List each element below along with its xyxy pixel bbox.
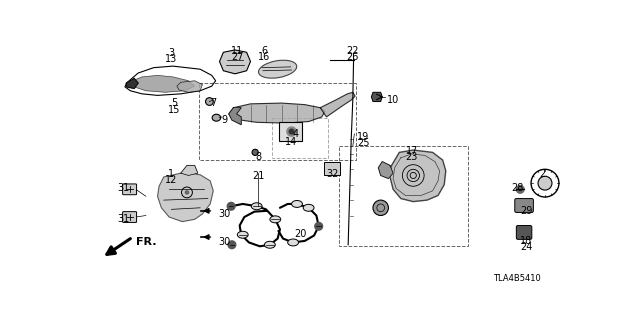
Text: FR.: FR. [136, 237, 156, 247]
Text: 17: 17 [406, 146, 418, 156]
Circle shape [516, 186, 524, 193]
Text: 27: 27 [231, 52, 244, 62]
Text: 5: 5 [172, 99, 178, 108]
Bar [272, 118, 328, 158]
Text: 29: 29 [520, 206, 532, 216]
Polygon shape [229, 103, 325, 123]
Polygon shape [320, 92, 355, 117]
Ellipse shape [252, 149, 259, 156]
Text: 12: 12 [165, 175, 178, 186]
Polygon shape [177, 81, 202, 92]
Circle shape [289, 129, 294, 134]
Text: 28: 28 [512, 183, 524, 193]
Circle shape [287, 127, 296, 136]
Text: 26: 26 [347, 52, 359, 62]
Ellipse shape [252, 203, 262, 210]
Text: 21: 21 [252, 171, 264, 181]
Text: 14: 14 [285, 137, 297, 147]
Text: 15: 15 [168, 105, 180, 115]
Text: 31: 31 [117, 214, 129, 224]
Text: 8: 8 [255, 152, 261, 162]
Polygon shape [220, 50, 250, 74]
Polygon shape [132, 75, 195, 92]
Bar [339, 146, 467, 246]
Polygon shape [229, 108, 241, 124]
Polygon shape [127, 78, 138, 88]
Bar [199, 83, 356, 160]
Circle shape [373, 200, 388, 215]
Text: 13: 13 [165, 54, 177, 64]
Text: 20: 20 [294, 229, 307, 239]
Text: 1: 1 [168, 169, 175, 179]
Text: 7: 7 [210, 99, 216, 108]
Ellipse shape [212, 114, 221, 121]
Text: 23: 23 [406, 152, 418, 162]
Text: 3: 3 [168, 48, 175, 58]
Text: 30: 30 [218, 209, 230, 219]
Circle shape [184, 190, 189, 195]
Circle shape [538, 176, 552, 190]
Polygon shape [371, 92, 382, 101]
Text: 18: 18 [520, 236, 532, 245]
Text: 31: 31 [117, 183, 129, 193]
Text: 32: 32 [326, 169, 339, 179]
Polygon shape [180, 165, 198, 175]
FancyBboxPatch shape [516, 226, 532, 239]
Text: 16: 16 [259, 52, 271, 62]
Text: 6: 6 [261, 46, 268, 56]
FancyBboxPatch shape [324, 162, 340, 175]
FancyBboxPatch shape [123, 212, 136, 222]
Text: 4: 4 [292, 129, 298, 139]
Text: 19: 19 [358, 132, 370, 142]
Text: 11: 11 [231, 46, 243, 56]
Ellipse shape [259, 60, 297, 78]
Ellipse shape [303, 204, 314, 211]
Text: TLA4B5410: TLA4B5410 [493, 274, 541, 283]
Text: 22: 22 [346, 46, 359, 56]
Text: 24: 24 [520, 242, 532, 252]
FancyBboxPatch shape [515, 198, 533, 212]
Ellipse shape [205, 98, 213, 105]
Ellipse shape [237, 231, 248, 238]
Text: 9: 9 [221, 116, 227, 125]
Polygon shape [157, 173, 213, 222]
Polygon shape [390, 150, 446, 202]
Ellipse shape [292, 201, 303, 207]
Circle shape [227, 203, 235, 210]
Polygon shape [378, 162, 393, 179]
Text: 30: 30 [218, 237, 230, 247]
Ellipse shape [270, 216, 281, 223]
FancyBboxPatch shape [279, 122, 303, 141]
Text: 25: 25 [358, 139, 370, 148]
Text: 10: 10 [387, 95, 399, 105]
Ellipse shape [264, 241, 275, 248]
Circle shape [315, 222, 323, 230]
Circle shape [228, 241, 236, 249]
Text: 2: 2 [539, 169, 545, 179]
FancyBboxPatch shape [123, 184, 136, 195]
Ellipse shape [288, 239, 298, 246]
